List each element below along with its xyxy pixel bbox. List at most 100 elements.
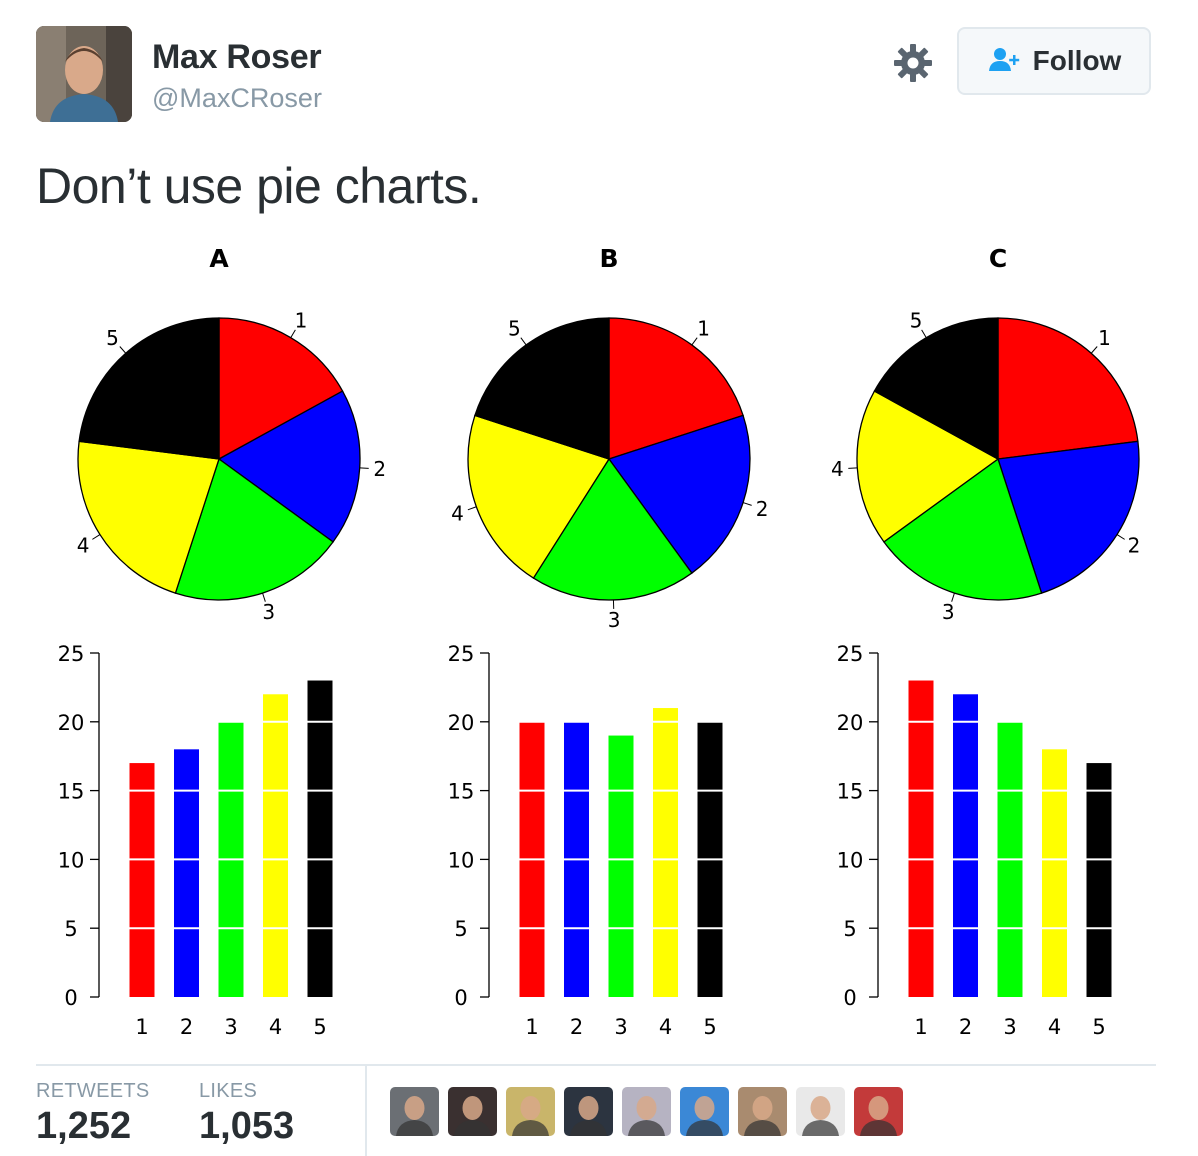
pie-slice-label: 5 xyxy=(106,326,119,350)
y-tick-label: 0 xyxy=(843,986,856,1010)
bar xyxy=(263,694,288,997)
pie-slice xyxy=(77,440,220,594)
pie-label-tick xyxy=(1090,346,1098,354)
bar xyxy=(908,680,934,997)
pie-label-tick xyxy=(520,337,527,346)
user-name[interactable]: Max Roser xyxy=(152,38,322,76)
pie-label-tick xyxy=(951,592,955,602)
x-tick-label: 4 xyxy=(269,1015,282,1039)
pie-label-tick xyxy=(691,337,698,346)
liker-avatar[interactable] xyxy=(390,1087,439,1136)
y-tick-label: 20 xyxy=(837,711,864,735)
add-user-icon xyxy=(987,46,1021,77)
pie-slice xyxy=(217,390,361,543)
tweet-image[interactable]: A 1 2 3 4 5 B 1 2 3 4 5 C 1 2 3 4 5 0 5 10 15 20 25 1 2 3 4 5 0 5 10 15 2… xyxy=(0,228,1198,1061)
pie-slice-label: 3 xyxy=(608,608,621,632)
pie-label-tick xyxy=(290,329,296,338)
y-tick-label: 15 xyxy=(448,780,475,804)
pie-slice xyxy=(174,457,334,601)
liker-avatar[interactable] xyxy=(854,1087,903,1136)
liker-avatar[interactable] xyxy=(448,1087,497,1136)
x-tick-label: 3 xyxy=(1003,1015,1016,1039)
pie-label-tick xyxy=(1116,534,1125,540)
pie-slice xyxy=(467,414,610,579)
bar xyxy=(1086,763,1112,997)
likes-label: LIKES xyxy=(199,1080,258,1102)
pie-slice xyxy=(532,457,693,601)
pie-slice xyxy=(997,317,1139,460)
pie-slice xyxy=(474,317,610,460)
y-tick-label: 10 xyxy=(58,848,85,872)
y-tick-label: 15 xyxy=(837,780,864,804)
gear-icon[interactable] xyxy=(892,42,934,84)
pie-slice xyxy=(607,414,751,574)
pie-slice-label: 1 xyxy=(697,317,710,341)
pie-slice xyxy=(218,317,344,461)
pie-label-tick xyxy=(848,467,858,469)
pie-slice-label: 2 xyxy=(756,497,769,521)
pie-slice-label: 1 xyxy=(295,308,308,332)
liker-avatar[interactable] xyxy=(796,1087,845,1136)
y-tick-label: 25 xyxy=(837,642,864,666)
likes-count[interactable]: 1,053 xyxy=(199,1105,295,1147)
bar xyxy=(307,680,333,997)
bar xyxy=(608,735,634,997)
y-tick-label: 25 xyxy=(58,642,85,666)
liker-avatar[interactable] xyxy=(564,1087,613,1136)
pie-slice xyxy=(883,457,1043,601)
retweets-count[interactable]: 1,252 xyxy=(36,1105,132,1147)
liker-avatar[interactable] xyxy=(680,1087,729,1136)
user-handle[interactable]: @MaxCRoser xyxy=(152,83,322,113)
pie-slice-label: 1 xyxy=(1098,326,1111,350)
x-tick-label: 1 xyxy=(135,1015,148,1039)
pie-slice-label: 4 xyxy=(831,457,844,481)
pie-label-tick xyxy=(921,329,927,338)
pie-slice xyxy=(873,317,999,461)
y-tick-label: 0 xyxy=(454,986,467,1010)
bar xyxy=(653,708,678,997)
x-tick-label: 5 xyxy=(703,1015,716,1039)
x-tick-label: 4 xyxy=(659,1015,672,1039)
x-tick-label: 5 xyxy=(1092,1015,1105,1039)
y-tick-label: 0 xyxy=(64,986,77,1010)
pie-label-tick xyxy=(119,346,127,354)
pie-title: A xyxy=(209,244,229,273)
liker-avatar[interactable] xyxy=(506,1087,555,1136)
pie-label-tick xyxy=(467,506,477,511)
liker-avatar[interactable] xyxy=(622,1087,671,1136)
pie-slice xyxy=(856,390,1000,543)
y-tick-label: 20 xyxy=(448,711,475,735)
avatar[interactable] xyxy=(36,26,132,122)
follow-button[interactable]: Follow xyxy=(957,27,1151,95)
pie-label-tick xyxy=(92,534,101,540)
pie-slice-label: 4 xyxy=(451,502,464,526)
y-tick-label: 10 xyxy=(448,848,475,872)
x-tick-label: 5 xyxy=(313,1015,326,1039)
pie-slice-label: 2 xyxy=(373,457,386,481)
x-tick-label: 4 xyxy=(1048,1015,1061,1039)
y-tick-label: 25 xyxy=(448,642,475,666)
bar xyxy=(129,763,155,997)
pie-slice-label: 3 xyxy=(942,600,955,624)
y-tick-label: 10 xyxy=(837,848,864,872)
pie-slice-label: 5 xyxy=(508,317,521,341)
pie-label-tick xyxy=(359,467,369,469)
y-tick-label: 5 xyxy=(64,917,77,941)
retweets-label: RETWEETS xyxy=(36,1080,150,1102)
x-tick-label: 1 xyxy=(525,1015,538,1039)
bar xyxy=(174,749,199,997)
x-tick-label: 2 xyxy=(180,1015,193,1039)
bar xyxy=(953,694,978,997)
liker-avatar[interactable] xyxy=(738,1087,787,1136)
pie-label-tick xyxy=(742,502,752,506)
divider xyxy=(36,1064,1156,1066)
pie-title: C xyxy=(989,244,1007,273)
pie-label-tick xyxy=(262,592,266,602)
y-tick-label: 15 xyxy=(58,780,85,804)
x-tick-label: 2 xyxy=(570,1015,583,1039)
pie-slice-label: 4 xyxy=(77,533,90,557)
stats-divider xyxy=(365,1066,367,1156)
follow-label: Follow xyxy=(1032,45,1122,76)
bar xyxy=(1042,749,1067,997)
